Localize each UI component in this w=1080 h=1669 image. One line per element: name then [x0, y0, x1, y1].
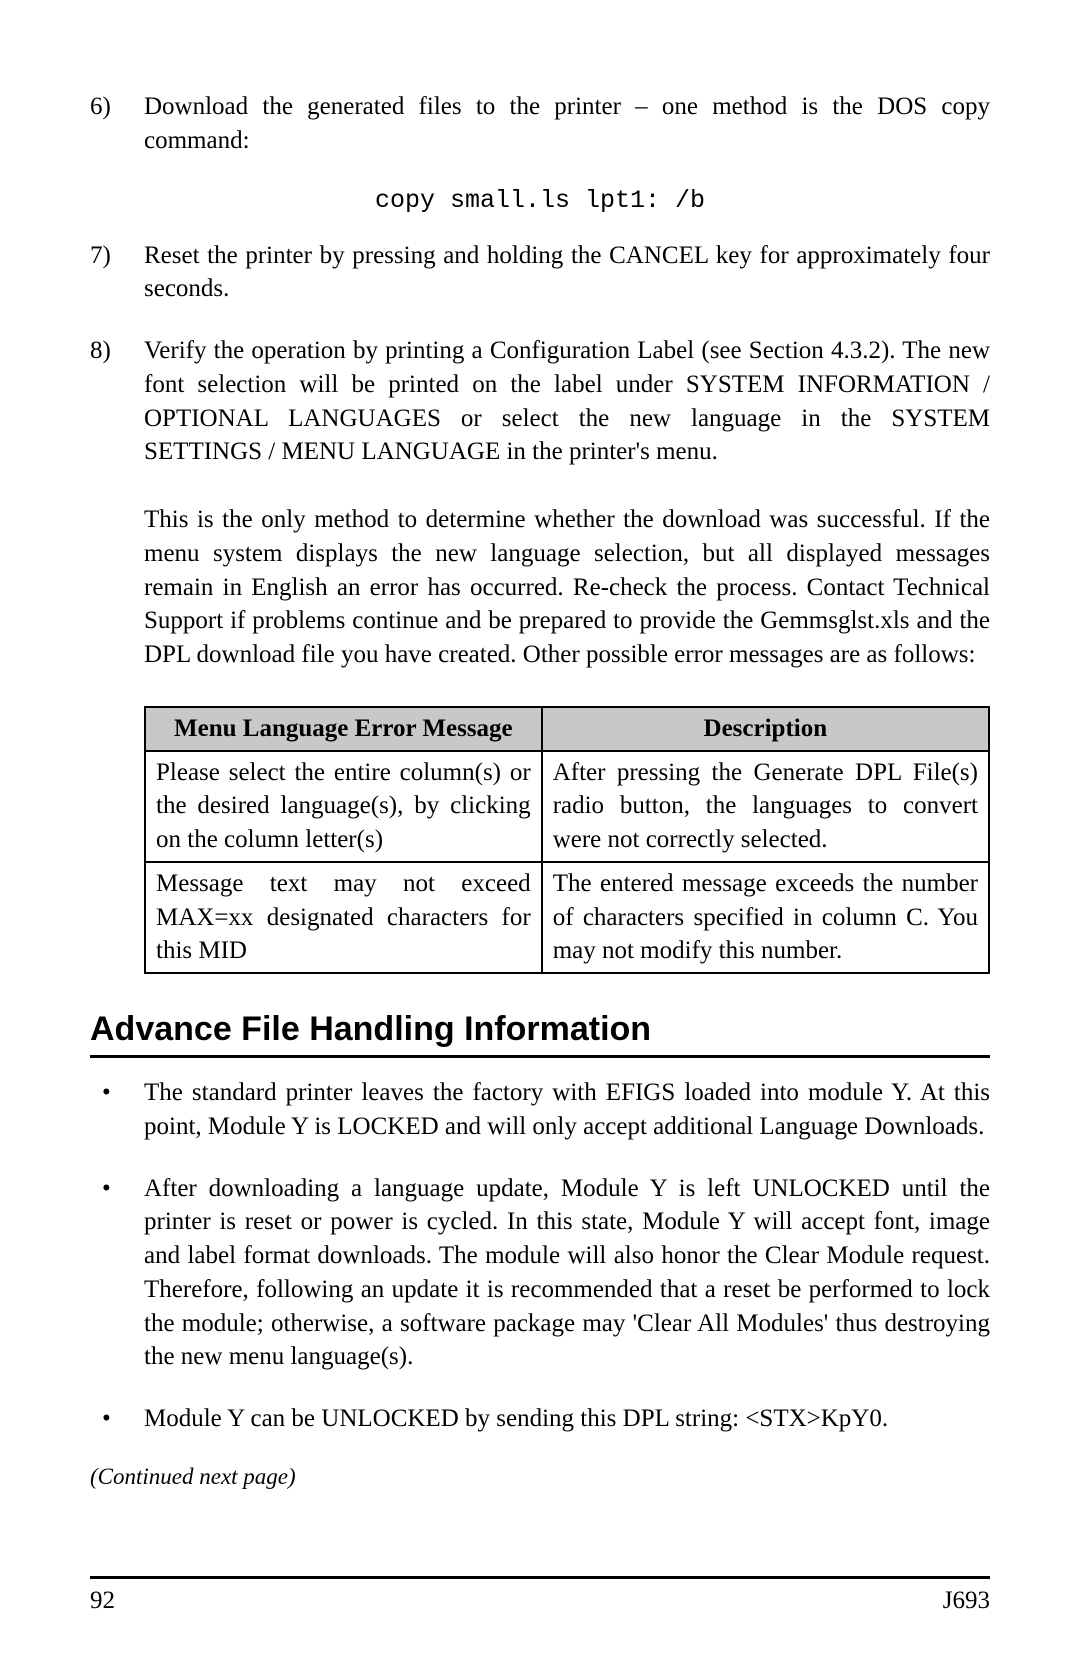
step-body: Download the generated files to the prin… [144, 90, 990, 158]
step-8-main: Verify the operation by printing a Confi… [144, 337, 990, 465]
cell-error-msg: Please select the entire column(s) or th… [145, 751, 542, 862]
step-body: Reset the printer by pressing and holdin… [144, 239, 990, 307]
error-message-table: Menu Language Error Message Description … [144, 706, 990, 974]
bullet-item: • The standard printer leaves the factor… [90, 1076, 990, 1144]
bullet-icon: • [90, 1076, 144, 1144]
cell-description: The entered message exceeds the number o… [542, 862, 989, 973]
cell-error-msg: Message text may not exceed MAX=xx desig… [145, 862, 542, 973]
doc-id: J693 [943, 1587, 990, 1615]
code-copy-command: copy small.ls lpt1: /b [90, 186, 990, 215]
step-body: Verify the operation by printing a Confi… [144, 334, 990, 974]
col-header-error: Menu Language Error Message [145, 707, 542, 751]
continued-note: (Continued next page) [90, 1464, 990, 1490]
step-number: 7) [90, 239, 144, 307]
step-7: 7) Reset the printer by pressing and hol… [90, 239, 990, 307]
bullet-item: • After downloading a language update, M… [90, 1172, 990, 1375]
step-8-extra: This is the only method to determine whe… [144, 503, 990, 672]
bullet-icon: • [90, 1402, 144, 1436]
table-header-row: Menu Language Error Message Description [145, 707, 989, 751]
col-header-description: Description [542, 707, 989, 751]
table-row: Please select the entire column(s) or th… [145, 751, 989, 862]
bullet-item: • Module Y can be UNLOCKED by sending th… [90, 1402, 990, 1436]
footer-rule [90, 1576, 990, 1579]
step-6: 6) Download the generated files to the p… [90, 90, 990, 158]
bullet-text: After downloading a language update, Mod… [144, 1172, 990, 1375]
step-8: 8) Verify the operation by printing a Co… [90, 334, 990, 974]
bullet-icon: • [90, 1172, 144, 1375]
bullet-text: Module Y can be UNLOCKED by sending this… [144, 1402, 990, 1436]
footer-row: 92 J693 [90, 1587, 990, 1615]
page-footer: 92 J693 [90, 1576, 990, 1615]
table-row: Message text may not exceed MAX=xx desig… [145, 862, 989, 973]
bullet-text: The standard printer leaves the factory … [144, 1076, 990, 1144]
step-number: 8) [90, 334, 144, 974]
bullet-list: • The standard printer leaves the factor… [90, 1076, 990, 1436]
page-number: 92 [90, 1587, 115, 1615]
step-number: 6) [90, 90, 144, 158]
document-page: 6) Download the generated files to the p… [0, 0, 1080, 1669]
cell-description: After pressing the Generate DPL File(s) … [542, 751, 989, 862]
section-heading-advance-file-handling: Advance File Handling Information [90, 1010, 990, 1058]
